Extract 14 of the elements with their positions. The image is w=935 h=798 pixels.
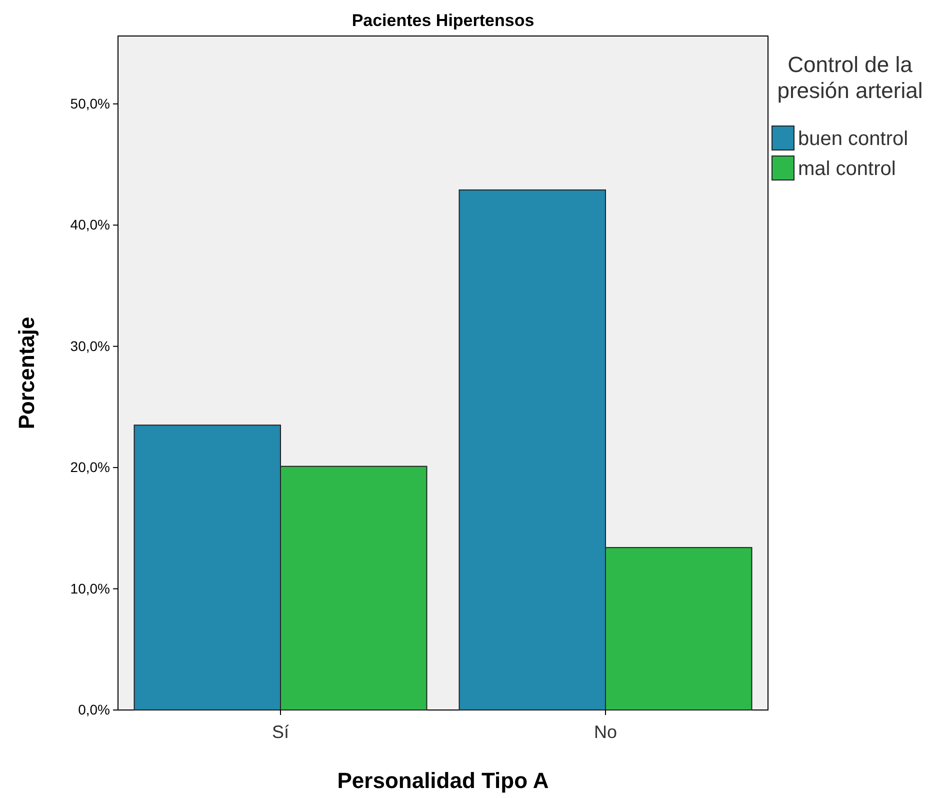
y-tick-label: 10,0% (70, 580, 110, 596)
y-tick-label: 0,0% (78, 701, 110, 718)
y-axis-title: Porcentaje (14, 316, 39, 430)
legend-label: buen control (798, 128, 908, 150)
chart-title: Pacientes Hipertensos (352, 11, 534, 30)
y-tick-label: 20,0% (70, 459, 110, 476)
x-axis-title: Personalidad Tipo A (337, 768, 549, 793)
y-tick-label: 30,0% (70, 338, 110, 354)
y-tick-label: 50,0% (70, 95, 110, 112)
x-tick-label: Sí (272, 722, 290, 742)
y-tick-label: 40,0% (70, 216, 110, 233)
legend-title: Control de la presión arterial (777, 52, 923, 103)
x-tick-label: No (594, 722, 618, 742)
legend-label: mal control (798, 158, 896, 180)
